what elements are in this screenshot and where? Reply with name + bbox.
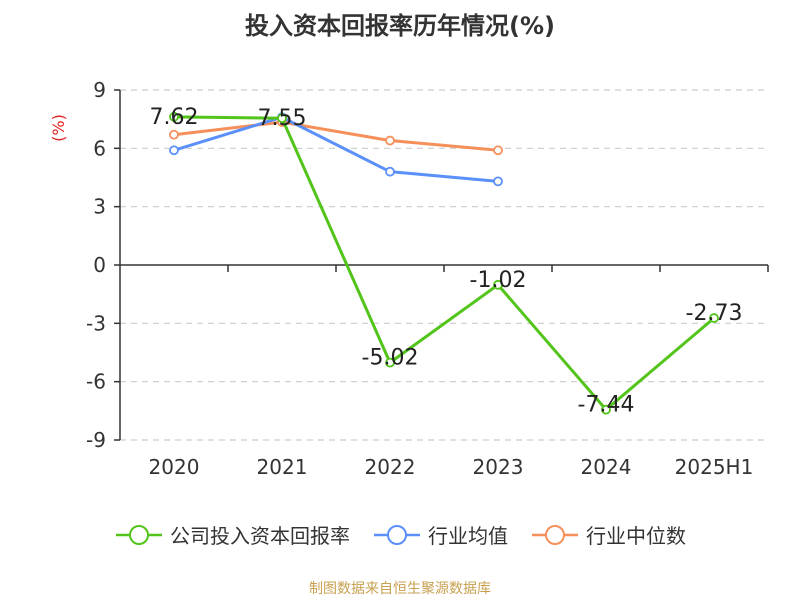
y-tick-label: -6 — [86, 370, 106, 394]
data-point — [169, 129, 179, 140]
data-point — [169, 111, 179, 122]
line-chart: 9 6 3 0 -3 -6 -9 (%) 2020 2021 2022 2023 2024 2025H1 7… — [49, 78, 769, 479]
series-line — [173, 120, 499, 152]
data-point — [385, 166, 395, 177]
data-point — [601, 404, 611, 415]
series-line — [173, 115, 499, 183]
data-source-note: 制图数据来自恒生聚源数据库 — [309, 581, 491, 597]
legend-marker-industry-median — [532, 524, 578, 545]
series-line — [173, 115, 715, 412]
legend-label-company: 公司投入资本回报率 — [170, 524, 350, 548]
data-point — [709, 313, 719, 323]
data-label: -7.44 — [578, 393, 635, 418]
x-tick-label: 2024 — [581, 455, 632, 479]
legend-marker-company — [116, 524, 162, 545]
data-point — [385, 135, 395, 146]
legend-label-industry-median: 行业中位数 — [586, 524, 686, 548]
x-tick-label: 2025H1 — [675, 455, 754, 479]
y-tick-label: 9 — [93, 78, 106, 102]
legend-label-industry-mean: 行业均值 — [428, 524, 508, 548]
data-point — [277, 113, 287, 124]
data-point — [169, 145, 179, 156]
x-tick-label: 2020 — [149, 455, 200, 479]
chart-title: 投入资本回报率历年情况(%) — [245, 12, 555, 40]
y-tick-label: 3 — [93, 195, 106, 219]
legend-item-company[interactable]: 公司投入资本回报率 — [114, 520, 350, 549]
y-axis-label: (%) — [49, 114, 68, 142]
legend-item-industry-mean[interactable]: 行业均值 — [372, 520, 508, 549]
y-tick-label: -3 — [86, 311, 106, 335]
y-tick-label: -9 — [86, 428, 106, 452]
legend-item-industry-median[interactable]: 行业中位数 — [530, 520, 686, 549]
x-tick-label: 2022 — [365, 455, 416, 479]
x-tick-label: 2023 — [473, 455, 524, 479]
data-point — [493, 145, 503, 156]
data-label: -1.02 — [470, 268, 527, 293]
y-tick-label: 0 — [93, 253, 106, 277]
data-point — [493, 176, 503, 187]
x-tick-label: 2021 — [257, 455, 308, 479]
legend-marker-industry-mean — [374, 524, 420, 545]
legend: 公司投入资本回报率 行业均值 行业中位数 — [0, 520, 800, 549]
data-point — [493, 279, 503, 290]
data-label: 7.62 — [150, 105, 199, 130]
y-tick-label: 6 — [93, 136, 106, 160]
data-point — [385, 357, 395, 368]
data-label: -5.02 — [362, 346, 419, 371]
data-label: 7.55 — [258, 106, 307, 131]
data-label: -2.73 — [686, 301, 743, 326]
